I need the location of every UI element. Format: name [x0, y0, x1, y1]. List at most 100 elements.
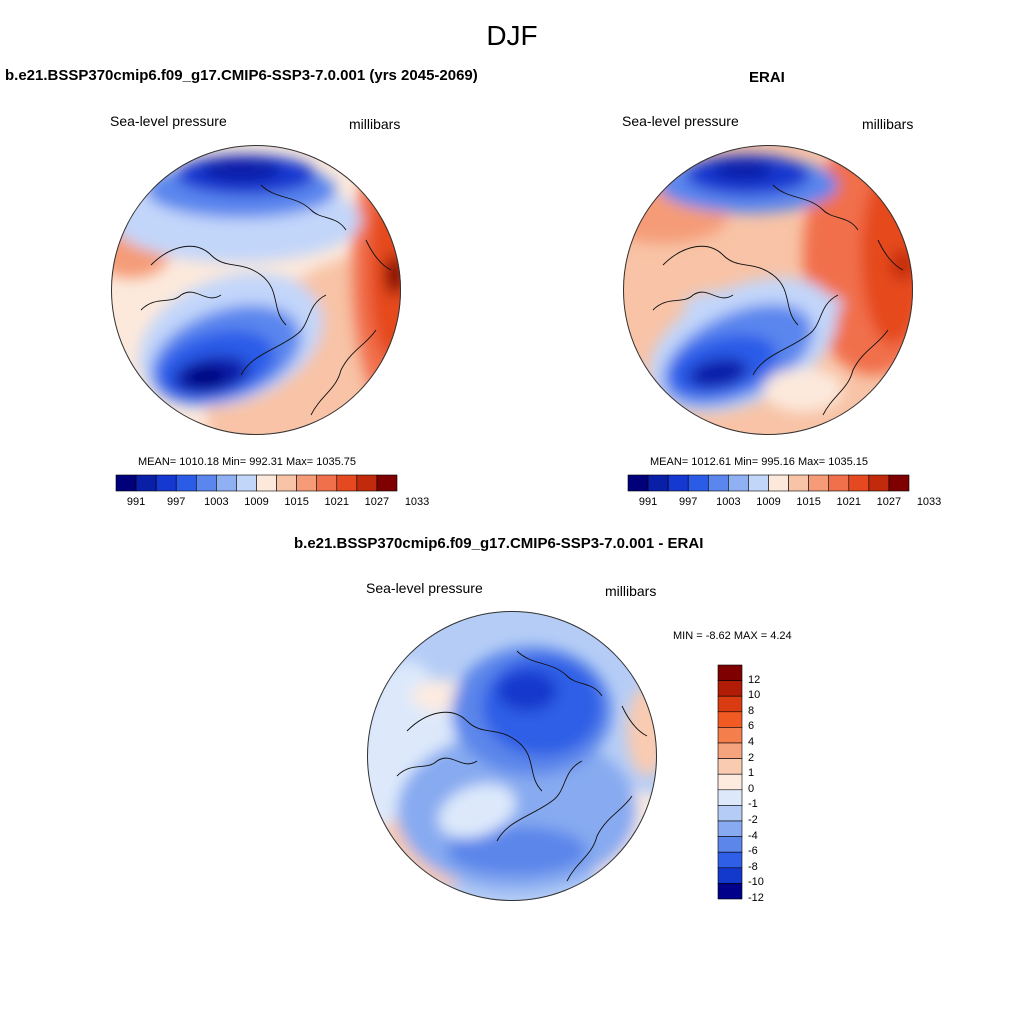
- panel3-colorbar-swatch-8: [717, 789, 743, 806]
- panel2-colorbar-swatch-13: [888, 474, 910, 492]
- panel1-colorbar-swatch-8: [276, 474, 297, 492]
- panel3-colorbar-swatch-6: [717, 758, 743, 775]
- panel1-colorbar-tick-label: 1015: [284, 496, 309, 508]
- panel1-colorbar-swatch-12: [356, 474, 378, 492]
- panel2-coastline-1: [652, 291, 734, 311]
- panel1-pressure-region-3: [385, 255, 401, 295]
- panel1-title: b.e21.BSSP370cmip6.f09_g17.CMIP6-SSP3-7.…: [5, 67, 478, 84]
- panel2-colorbar-swatch-3: [687, 474, 709, 492]
- panel2-colorbar: [627, 474, 910, 492]
- panel3-colorbar-swatch-9: [717, 805, 743, 822]
- panel3-colorbar-swatch-1: [717, 680, 743, 697]
- panel3-colorbar-swatch-7: [717, 773, 743, 791]
- panel1-colorbar-tick-label: 991: [126, 496, 146, 508]
- panel2-colorbar-tick-label: 991: [638, 496, 658, 508]
- panel3-colorbar-swatch-3: [717, 711, 743, 728]
- panel3-colorbar-tick-label: -2: [748, 814, 758, 826]
- panel1-variable-label: Sea-level pressure: [110, 113, 227, 129]
- panel3-map-border: [367, 611, 657, 901]
- panel3-colorbar-tick-label: 8: [748, 704, 755, 717]
- panel3-coastline-4: [516, 650, 603, 697]
- panel2-pressure-region-7: [713, 160, 773, 180]
- panel1-colorbar-swatch-10: [316, 474, 338, 492]
- panel1-coastline-1: [140, 291, 222, 311]
- panel1-colorbar-swatch-1: [135, 474, 157, 492]
- panel2-colorbar-swatch-2: [667, 474, 689, 492]
- panel2-colorbar-tick-label: 1009: [756, 496, 781, 508]
- panel1-coastline-5: [365, 239, 392, 271]
- panel1-colorbar-tick-label: 1027: [364, 496, 390, 508]
- panel1-colorbar-swatch-5: [216, 474, 237, 492]
- panel1-colorbar-swatch-11: [336, 474, 358, 492]
- panel2-colorbar-swatch-8: [788, 474, 809, 492]
- panel3-colorbar-swatch-5: [717, 742, 743, 759]
- panel3-units-label: millibars: [605, 583, 657, 599]
- panel2-pressure-region-11: [688, 358, 748, 388]
- panel1-colorbar-swatch-13: [376, 474, 398, 492]
- panel2-stats: MEAN= 1012.61 Min= 995.16 Max= 1035.15: [650, 456, 869, 468]
- panel2-colorbar-swatch-4: [707, 474, 729, 492]
- panel1-colorbar-tick-label: 1033: [404, 496, 430, 508]
- panel3-colorbar-swatch-12: [717, 851, 743, 869]
- panel1-colorbar: [115, 474, 398, 492]
- panel1-colorbar-swatch-3: [175, 474, 197, 492]
- panel2-colorbar-swatch-7: [768, 474, 789, 492]
- panel2-colorbar-swatch-1: [647, 474, 669, 492]
- panel2-colorbar-swatch-9: [808, 474, 830, 492]
- panel2-colorbar-tick-label: 997: [679, 496, 698, 508]
- panel1-colorbar-swatch-4: [195, 474, 217, 492]
- panel2-title: ERAI: [749, 69, 785, 86]
- panel2-colorbar-swatch-11: [848, 474, 870, 492]
- panel3-colorbar-tick-label: 4: [748, 736, 755, 748]
- panel3-colorbar-tick-label: 2: [748, 751, 755, 764]
- panel3-colorbar-tick-label: 0: [748, 782, 755, 795]
- panel2-units-label: millibars: [862, 116, 914, 132]
- panel1-pressure-region-8: [201, 158, 281, 182]
- panel2-pressure-region-12: [763, 368, 843, 412]
- panel3-colorbar-tick-label: 6: [748, 720, 755, 733]
- panel2-colorbar-swatch-6: [748, 474, 769, 492]
- panel2-colorbar-swatch-12: [868, 474, 890, 492]
- panel3-colorbar-tick-label: 12: [748, 673, 761, 686]
- panel3-coastline-0: [406, 711, 543, 792]
- panel3-coastline-1: [396, 757, 478, 777]
- panel3-colorbar-tick-label: -8: [748, 860, 758, 873]
- panel3-colorbar-tick-label: -1: [748, 798, 758, 811]
- panel3-coastline-3: [566, 795, 633, 882]
- panel3-coastline-2: [496, 760, 583, 842]
- panel3-colorbar-tick-label: -6: [748, 845, 758, 858]
- panel3-colorbar-tick-label: -12: [748, 892, 764, 904]
- panel3-pressure-region-8: [497, 671, 557, 711]
- panel1-colorbar-tick-label: 997: [167, 496, 186, 508]
- panel3-colorbar-swatch-4: [717, 727, 743, 744]
- panel1-coastline-0: [150, 245, 287, 326]
- panel2-colorbar-tick-label: 1021: [836, 496, 862, 508]
- panel3-variable-label: Sea-level pressure: [366, 580, 483, 596]
- panel2-polar-map: [623, 145, 913, 435]
- panel3-stats: MIN = -8.62 MAX = 4.24: [673, 630, 792, 642]
- panel1-colorbar-tick-label: 1021: [324, 496, 350, 508]
- panel2-coastline-0: [662, 245, 799, 326]
- panel1-pressure-region-13: [186, 368, 226, 386]
- panel3-colorbar-tick-label: -10: [748, 876, 764, 889]
- panel1-map-border: [111, 145, 401, 435]
- panel3-colorbar-swatch-2: [717, 695, 743, 713]
- panel2-colorbar-tick-label: 1015: [796, 496, 821, 508]
- panel3-colorbar-swatch-14: [717, 883, 743, 900]
- panel1-stats: MEAN= 1010.18 Min= 992.31 Max= 1035.75: [138, 456, 357, 468]
- panel3-colorbar-tick-label: 10: [748, 689, 761, 702]
- panel1-colorbar-swatch-7: [256, 474, 277, 492]
- panel2-colorbar-swatch-10: [828, 474, 850, 492]
- panel3-colorbar-swatch-11: [717, 836, 743, 853]
- panel1-coastline-4: [260, 184, 347, 231]
- panel1-polar-map: [111, 145, 401, 435]
- panel2-coastline-4: [772, 184, 859, 231]
- panel2-colorbar-tick-label: 1033: [916, 496, 942, 508]
- panel1-colorbar-swatch-9: [296, 474, 318, 492]
- panel2-coastline-3: [822, 329, 889, 416]
- panel3-pressure-region-2: [627, 686, 657, 776]
- panel1-colorbar-tick-label: 1003: [204, 496, 229, 508]
- panel1-colorbar-tick-label: 1009: [244, 496, 269, 508]
- figure-title: DJF: [486, 20, 538, 51]
- panel3-title: b.e21.BSSP370cmip6.f09_g17.CMIP6-SSP3-7.…: [294, 535, 704, 552]
